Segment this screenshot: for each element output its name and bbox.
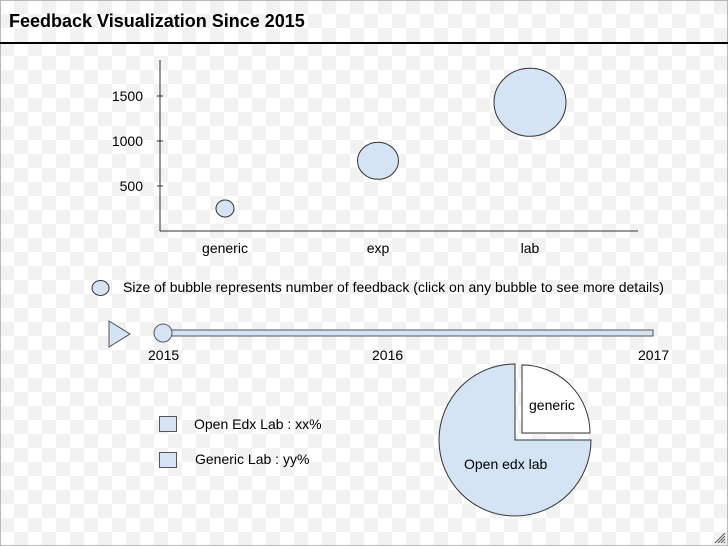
- y-tick-label: 1000: [112, 133, 143, 149]
- bubble-exp[interactable]: [357, 141, 399, 180]
- bubble-legend-text: Size of bubble represents number of feed…: [123, 279, 664, 295]
- legend-label-generic: Generic Lab : yy%: [195, 451, 310, 467]
- bubble-legend-icon: [91, 280, 110, 296]
- title-divider: [0, 42, 728, 44]
- pie-label-open-edx-lab: Open edx lab: [464, 456, 548, 472]
- legend-swatch-generic: [159, 452, 177, 468]
- timeline-label-2017: 2017: [638, 347, 670, 363]
- page-title: Feedback Visualization Since 2015: [9, 11, 305, 31]
- y-tick-label: 1500: [112, 88, 143, 104]
- timeline-label-2015: 2015: [148, 347, 180, 363]
- legend-label-open-edx: Open Edx Lab : xx%: [194, 416, 322, 432]
- resize-grip-icon[interactable]: [714, 532, 726, 544]
- play-icon[interactable]: [108, 320, 132, 348]
- x-tick-label-generic: generic: [202, 240, 248, 256]
- y-tick-label: 500: [120, 178, 144, 194]
- bubble-generic[interactable]: [215, 199, 235, 218]
- timeline-label-2016: 2016: [372, 347, 404, 363]
- bubble-lab[interactable]: [493, 67, 567, 137]
- legend-swatch-open-edx: [159, 416, 177, 432]
- pie-label-generic: generic: [529, 397, 575, 413]
- pie-slice-open-edx-lab[interactable]: [438, 363, 592, 517]
- x-tick-label-exp: exp: [367, 240, 390, 256]
- pie-chart: [438, 363, 592, 517]
- timeline-slider-thumb[interactable]: [153, 323, 173, 343]
- pie-slice-generic[interactable]: [521, 364, 591, 434]
- timeline-slider[interactable]: [150, 321, 660, 347]
- x-tick-label-lab: lab: [521, 240, 540, 256]
